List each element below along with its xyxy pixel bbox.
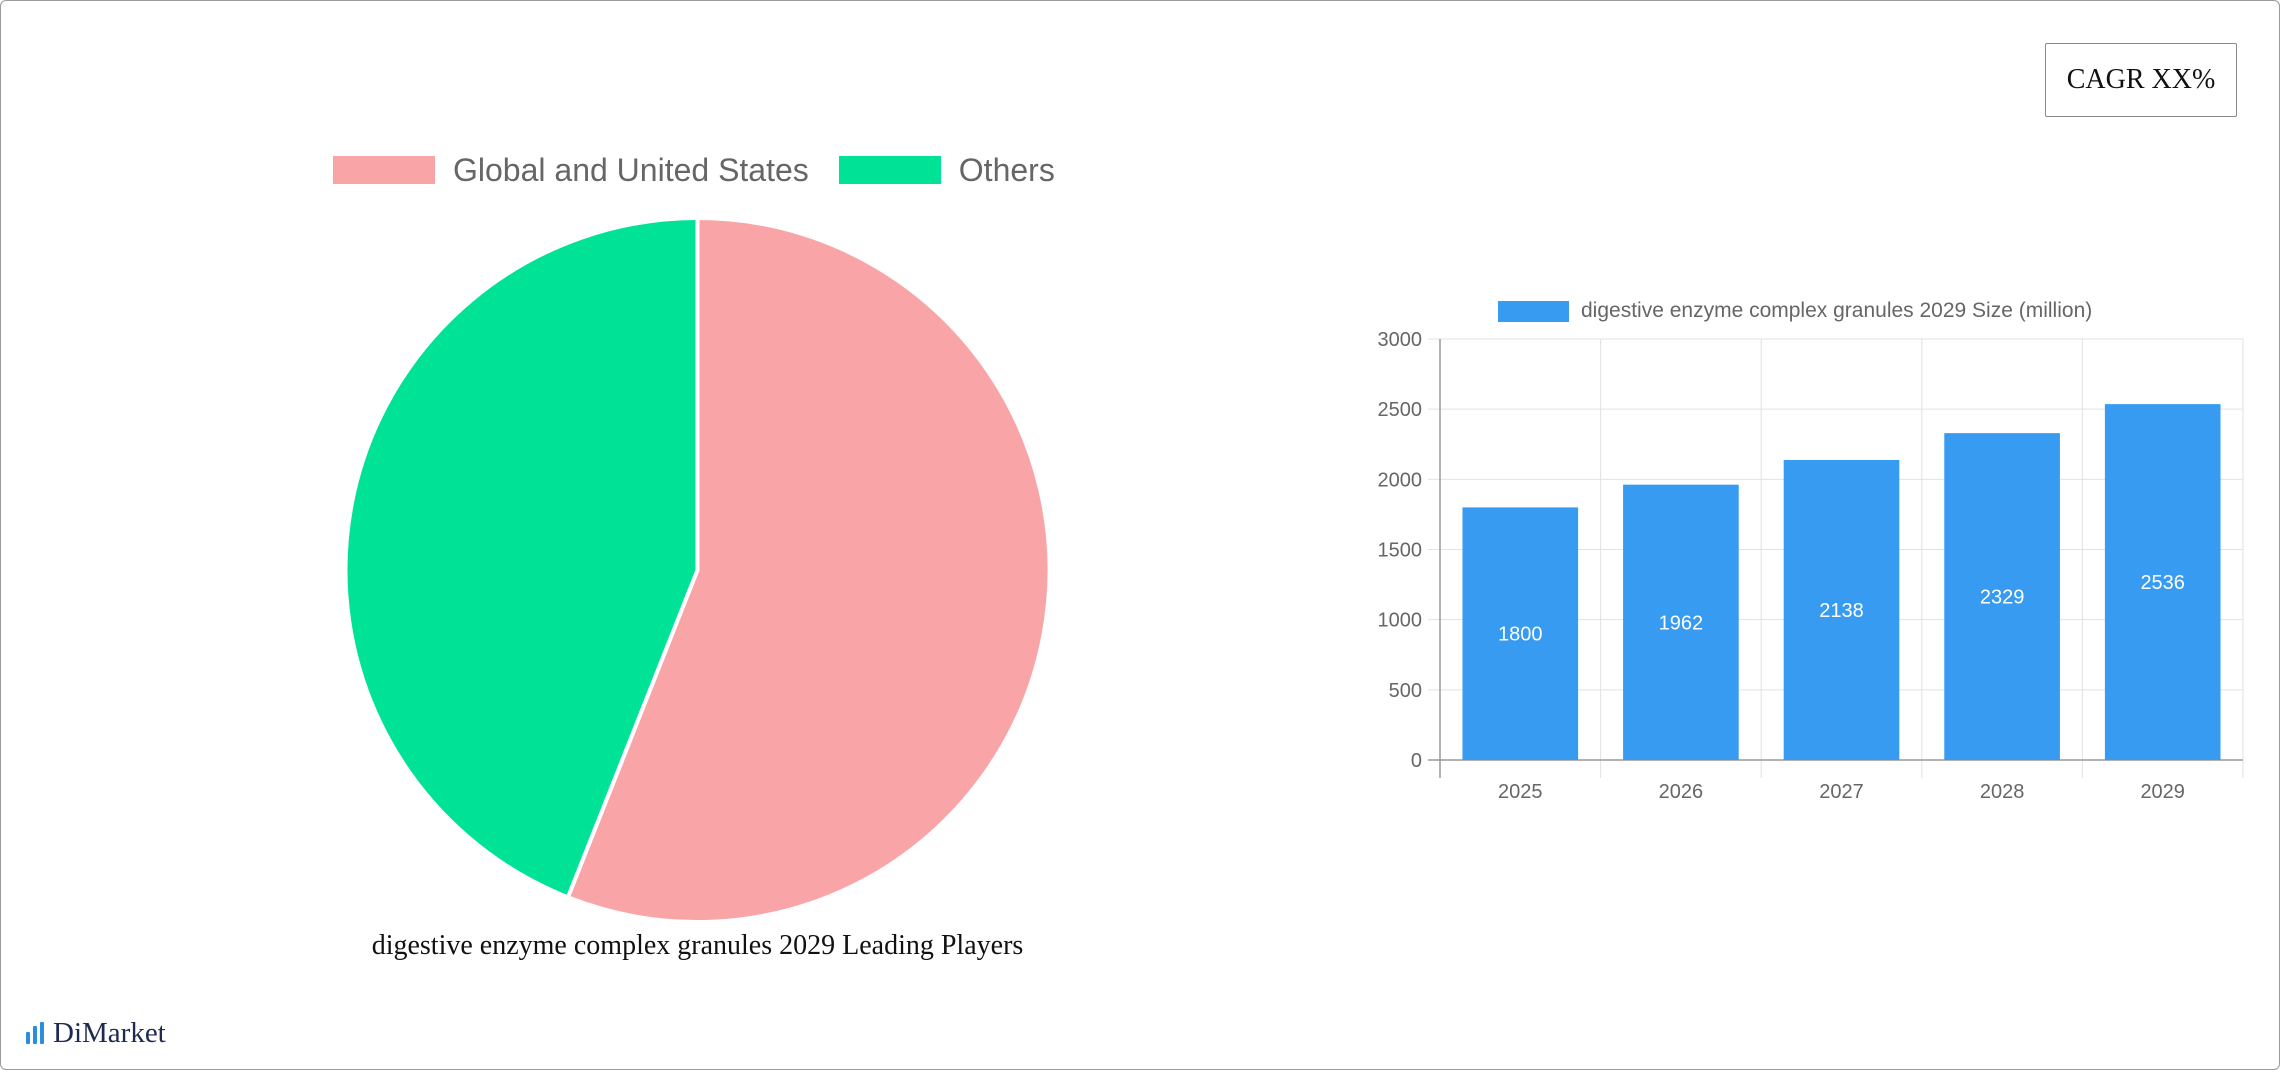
bar-data-label: 1962	[1659, 612, 1704, 634]
bar-chart: 0 500 1000 1500 2000 2500 3000 1800 2025 1962 2026…	[1378, 329, 2244, 803]
legend-swatch-size	[1498, 300, 1569, 322]
bar-2025[interactable]	[1462, 507, 1579, 760]
bar-2026[interactable]	[1623, 484, 1739, 760]
cagr-label: CAGR XX%	[2066, 64, 2216, 95]
y-tick-label: 1500	[1378, 540, 1423, 562]
x-tick-label: 2025	[1498, 781, 1543, 803]
y-tick-label: 2000	[1378, 469, 1423, 491]
brand-bars-icon	[26, 1022, 47, 1044]
cagr-badge: CAGR XX%	[2045, 43, 2237, 117]
y-tick-label: 2500	[1378, 399, 1423, 421]
y-tick-label: 500	[1389, 680, 1422, 702]
bar-data-label: 2329	[1980, 587, 2025, 609]
x-tick-label: 2026	[1659, 781, 1704, 803]
bar-legend[interactable]: digestive enzyme complex granules 2029 S…	[1498, 296, 2092, 326]
y-tick-label: 1000	[1378, 610, 1423, 632]
bar-data-label: 2536	[2140, 572, 2185, 594]
bar-2029[interactable]	[2104, 404, 2221, 760]
legend-swatch-others	[838, 156, 941, 184]
brand-name: DiMarket	[53, 1016, 166, 1049]
legend-label-others: Others	[958, 151, 1055, 188]
legend-item-global-us[interactable]: Global and United States	[333, 152, 809, 189]
pie-chart-title: digestive enzyme complex granules 2029 L…	[371, 930, 1024, 961]
pie-chart	[343, 216, 1052, 924]
x-tick-label: 2029	[2140, 781, 2185, 803]
x-tick-label: 2027	[1819, 781, 1864, 803]
legend-item-others[interactable]: Others	[838, 151, 1055, 189]
brand-logo[interactable]: DiMarket	[26, 1015, 166, 1051]
y-tick-label: 0	[1411, 750, 1422, 772]
bar-2027[interactable]	[1783, 459, 1900, 760]
bar-data-label: 1800	[1498, 624, 1543, 646]
pie-slice-others[interactable]	[343, 216, 700, 900]
bar-2028[interactable]	[1944, 433, 2060, 760]
legend-label-size: digestive enzyme complex granules 2029 S…	[1581, 299, 2093, 322]
bar-data-label: 2138	[1819, 600, 1864, 622]
pie-legend: Global and United States Others	[333, 146, 1085, 194]
pie-slice-global-us[interactable]	[565, 216, 1052, 924]
x-tick-label: 2028	[1980, 781, 2025, 803]
legend-swatch-global-us	[333, 156, 435, 184]
y-tick-label: 3000	[1378, 329, 1423, 351]
legend-label-global-us: Global and United States	[453, 151, 809, 188]
